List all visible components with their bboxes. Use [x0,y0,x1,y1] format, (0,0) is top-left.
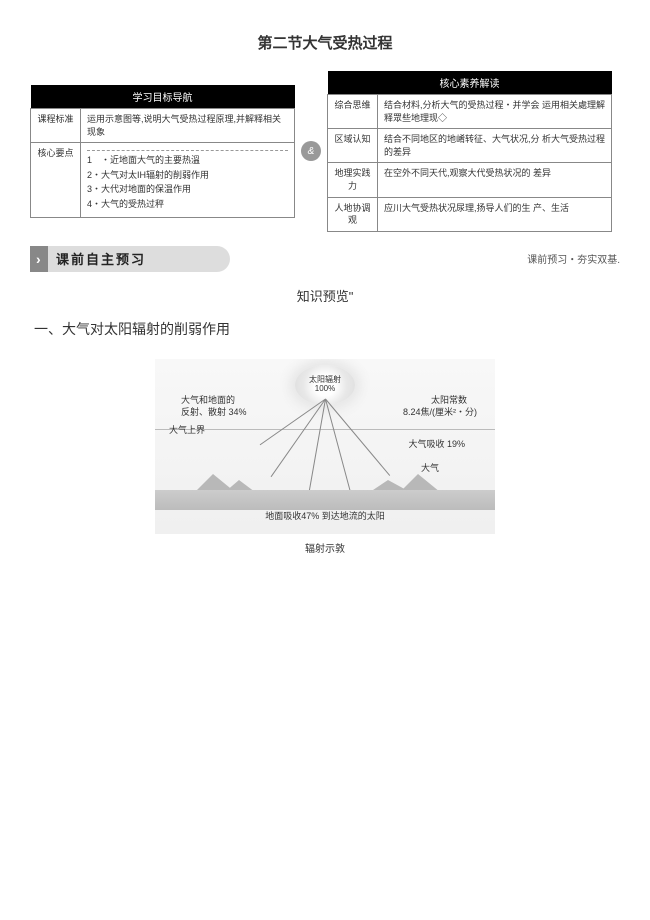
rt-r4-label: 人地协调观 [328,197,378,231]
ground-band [155,490,495,510]
rt-r1-label: 综合思维 [328,95,378,129]
rt-r3-text: 在空外不同天代,观察大代受热状况的 差异 [378,163,612,197]
ray-line [260,398,326,445]
left-row1-label: 课程标准 [31,109,81,143]
list-item: 1 ・近地面大气的主要热溫 [87,154,288,167]
sub-banner-row: 课前自主预习 课前预习・夯实双基. [30,246,620,272]
preview-heading: 知识预览" [30,286,620,305]
label-top-atm: 大气上界 [169,425,205,436]
rt-r1-text: 结合材料,分析大气的受热过程・并学会 运用相关處理解释眾些地理现◇ [378,95,612,129]
list-item: 4・大气的受热过秤 [87,198,288,211]
section-heading: 一、大气对太阳辐射的削弱作用 [34,319,620,339]
radiation-diagram: 太阳辐射 100% 大气和地面的 反射、散射 34% 大气上界 太阳常数 8.2… [155,359,495,534]
list-item: 3・大代对地面的保温作用 [87,183,288,196]
right-table: 核心素养解读 综合思维 结合材料,分析大气的受热过程・并学会 运用相关處理解释眾… [327,71,612,232]
info-tables: 学习目标导航 课程标准 运用示意图等,说明大气受热过程原理,并解释相关现象 核心… [30,71,620,232]
key-points-list: 1 ・近地面大气的主要热溫 2・大气对太IH辐射的削弱作用 3・大代对地面的保温… [87,154,288,210]
sub-note: 课前预习・夯实双基. [527,251,620,266]
sun-label-2: 100% [315,385,335,394]
banner-graphic: 课前自主预习 [30,246,230,272]
list-item: 2・大气对太IH辐射的削弱作用 [87,169,288,182]
diagram-wrap: 太阳辐射 100% 大气和地面的 反射、散射 34% 大气上界 太阳常数 8.2… [30,359,620,534]
ray-line [308,399,326,498]
under-caption: 辐射示敦 [30,540,620,555]
diagram-caption: 地面吸收47% 到达地流的太阳 [155,509,495,522]
label-reflection-2: 反射、散射 34% [181,407,247,418]
left-header: 学习目标导航 [31,85,295,109]
label-absorb: 大气吸收 19% [408,439,465,450]
rt-r2-text: 结合不同地区的地崤转征、大气状况,分 析大气受热过程的差异 [378,129,612,163]
left-row2-content: 1 ・近地面大气的主要热溫 2・大气对太IH辐射的削弱作用 3・大代对地面的保温… [81,143,295,217]
left-table: 学习目标导航 课程标准 运用示意图等,说明大气受热过程原理,并解释相关现象 核心… [30,85,295,218]
left-row1-text: 运用示意图等,说明大气受热过程原理,并解释相关现象 [81,109,295,143]
rt-r4-text: 应川大气受热状况尿理,扬导人们的生 产、生活 [378,197,612,231]
rt-r2-label: 区域认知 [328,129,378,163]
atmosphere-line [155,429,495,430]
ampersand-icon: & [301,141,321,161]
label-atm: 大气 [421,463,439,474]
page-title: 第二节大气受热过程 [30,32,620,53]
right-header: 核心素养解读 [328,71,612,95]
label-solar-const-2: 8.24焦/(厘米²・分) [403,407,477,418]
rt-r3-label: 地理实践力 [328,163,378,197]
left-row2-label: 核心要点 [31,143,81,217]
divider [87,150,288,151]
label-solar-const-1: 太阳常数 [431,395,467,406]
label-reflection-1: 大气和地面的 [181,395,235,406]
